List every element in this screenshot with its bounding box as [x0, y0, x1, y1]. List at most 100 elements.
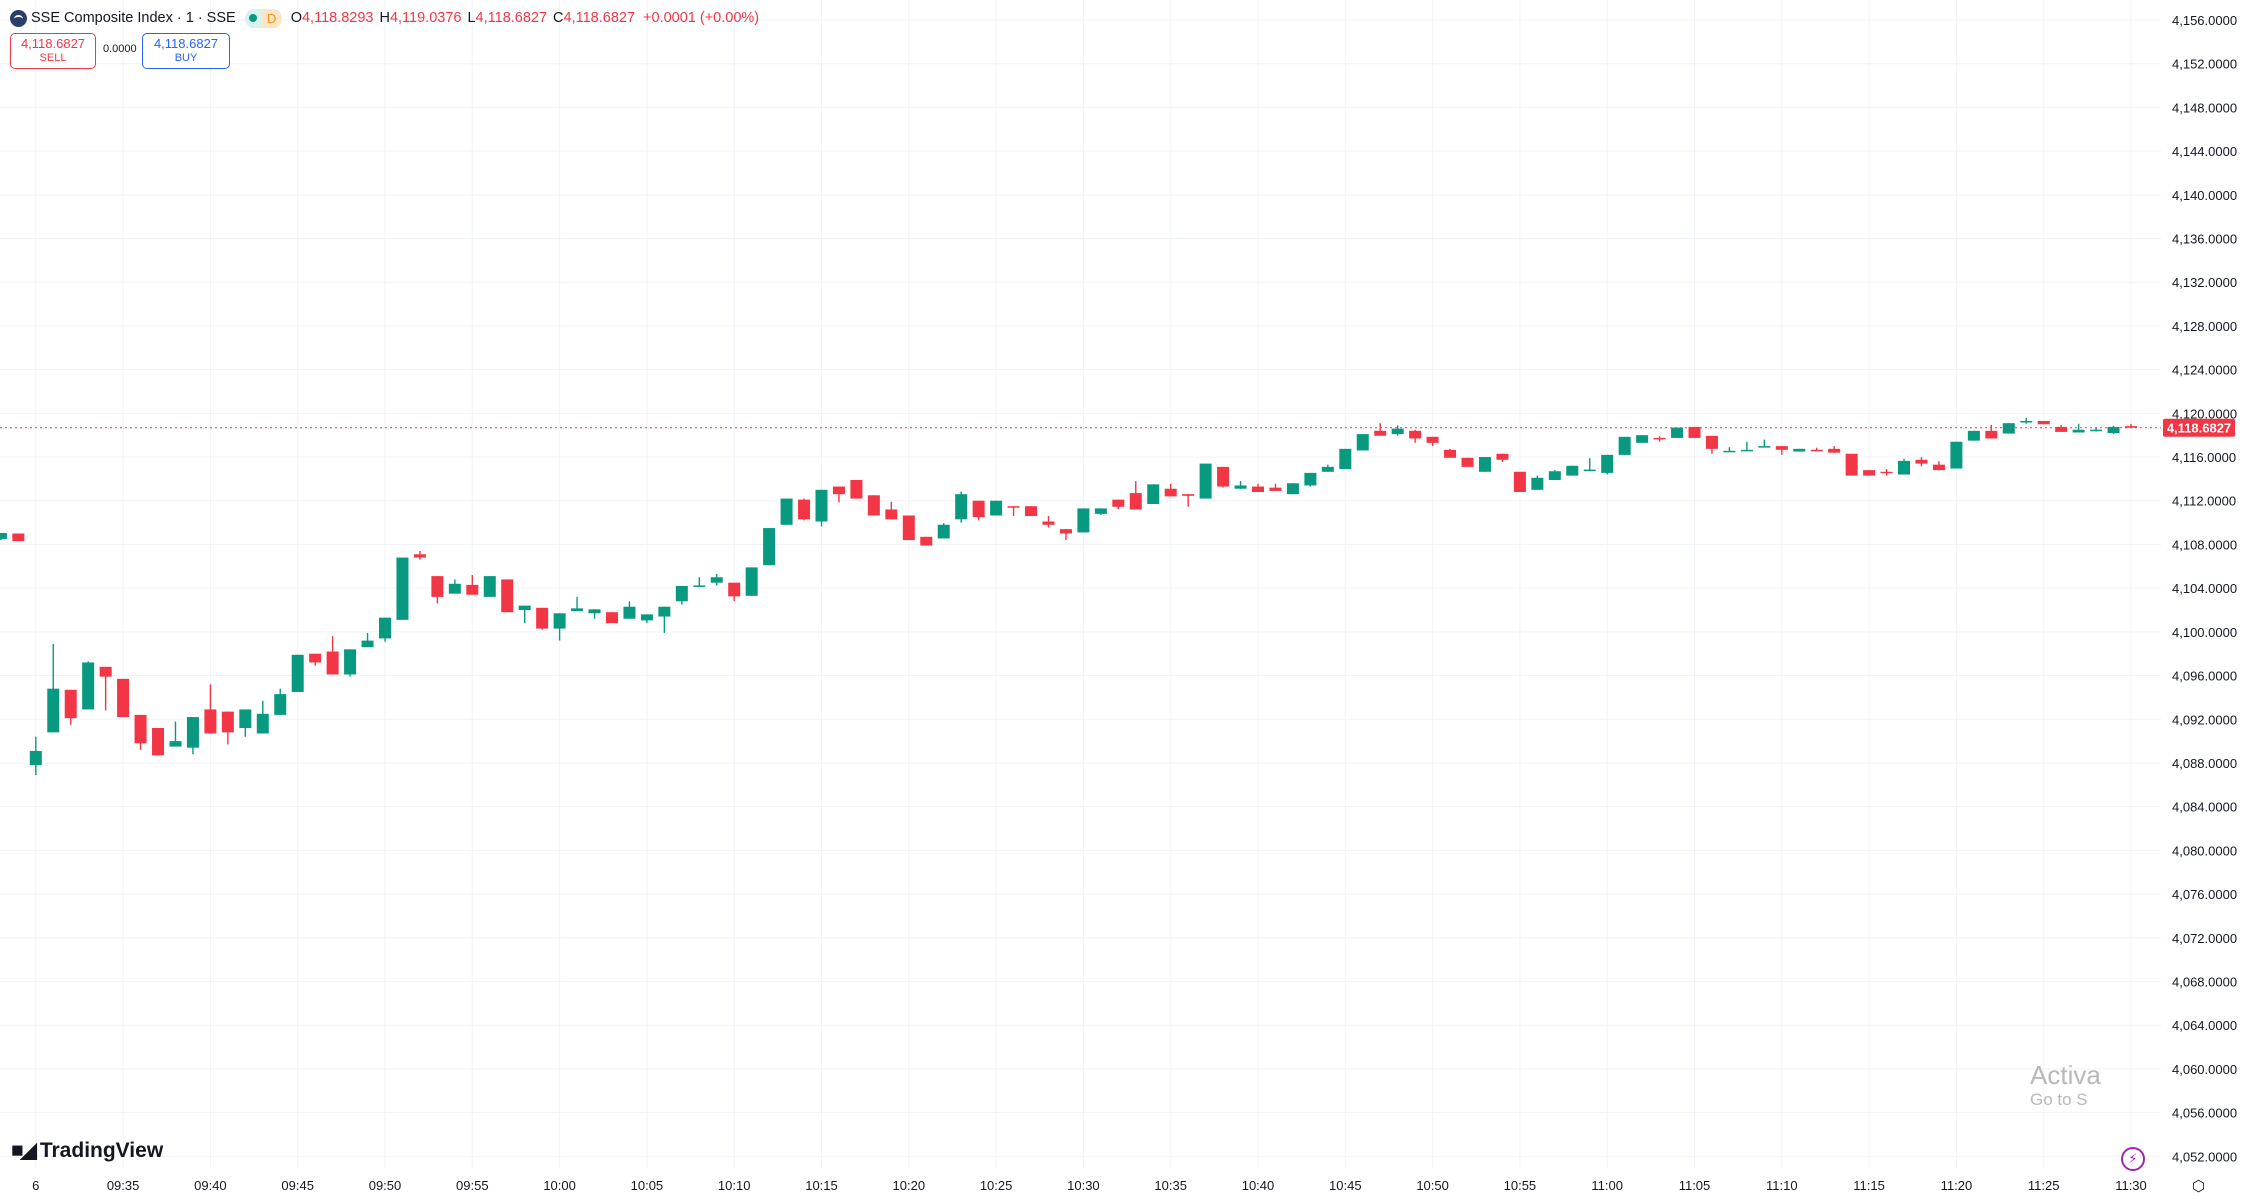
candle-body-up: [955, 494, 968, 520]
close-value: 4,118.6827: [563, 10, 636, 26]
time-axis-label: 11:20: [1941, 1178, 1973, 1193]
candle-body-down: [1025, 506, 1038, 517]
candle-body-up: [763, 528, 776, 566]
buy-price: 4,118.6827: [153, 36, 219, 51]
time-axis-label: 11:30: [2115, 1178, 2147, 1193]
sse-logo-icon: [10, 9, 27, 27]
lightning-icon[interactable]: ⚡︎: [2121, 1147, 2145, 1171]
close-label: C: [553, 10, 564, 26]
candle-body-down: [1217, 466, 1230, 487]
candle-body-up: [518, 605, 531, 611]
candle-body-down: [885, 509, 898, 520]
candle-body-down: [2125, 426, 2137, 428]
price-axis-label: 4,064.0000: [2172, 1018, 2237, 1033]
time-axis-label: 10:10: [718, 1178, 751, 1193]
settings-hexagon-icon[interactable]: ⬡: [2192, 1178, 2206, 1195]
price-axis-label: 4,124.0000: [2172, 363, 2237, 378]
market-status-badge[interactable]: D: [244, 8, 282, 28]
time-axis-label: 11:25: [2028, 1178, 2060, 1193]
candle-body-down: [1059, 529, 1072, 534]
candle-body-down: [1863, 470, 1876, 476]
price-axis-label: 4,120.0000: [2172, 406, 2237, 421]
time-axis-label: 10:50: [1416, 1178, 1449, 1193]
price-axis-label: 4,116.0000: [2172, 450, 2236, 465]
candle-body-up: [82, 662, 95, 710]
candle-body-down: [1007, 506, 1020, 508]
candle-body-down: [728, 582, 741, 597]
price-axis-label: 4,156.0000: [2172, 13, 2237, 28]
candle-body-up: [29, 750, 42, 766]
candle-body-down: [1688, 426, 1701, 438]
candle-body-up: [1321, 466, 1334, 472]
price-axis-label: 4,132.0000: [2172, 275, 2237, 290]
candle-body-down: [1374, 430, 1387, 436]
candle-body-down: [536, 607, 549, 629]
candle-body-up: [623, 606, 636, 619]
buy-button[interactable]: 4,118.6827 BUY: [142, 33, 230, 69]
candle-body-up: [344, 649, 357, 675]
price-axis-label: 4,128.0000: [2172, 319, 2237, 334]
price-axis-label: 4,100.0000: [2172, 625, 2237, 640]
candle-body-down: [2037, 420, 2050, 425]
candle-body-up: [274, 694, 287, 715]
candle-body-up: [1898, 460, 1911, 475]
candle-body-up: [1531, 477, 1544, 490]
candle-body-up: [169, 741, 182, 747]
candle-body-down: [1164, 488, 1177, 497]
candle-body-up: [1671, 427, 1684, 438]
candle-body-down: [152, 728, 165, 756]
price-axis-label: 4,148.0000: [2172, 100, 2237, 115]
tradingview-logo[interactable]: ■◢ TradingView: [11, 1138, 163, 1163]
candle-body-up: [1636, 435, 1649, 443]
candle-body-down: [12, 533, 25, 542]
candle-body-down: [1444, 449, 1457, 458]
time-axis-label: 10:25: [980, 1178, 1013, 1193]
candle-body-up: [640, 614, 653, 621]
price-axis-label: 4,072.0000: [2172, 931, 2237, 946]
candle-body-up: [0, 532, 7, 539]
time-axis-label: 10:20: [893, 1178, 926, 1193]
candle-body-up: [780, 498, 793, 525]
candle-body-down: [221, 711, 234, 733]
candle-body-up: [1723, 450, 1736, 453]
candle-body-up: [2090, 429, 2103, 432]
time-axis-label: 09:45: [281, 1178, 314, 1193]
candle-body-up: [1601, 454, 1614, 473]
windows-activation-watermark: Activa Go to S: [2030, 1060, 2101, 1110]
candle-body-up: [483, 576, 496, 597]
price-axis-label: 4,084.0000: [2172, 800, 2237, 815]
low-value: 4,118.6827: [475, 10, 548, 26]
candle-body-up: [693, 585, 706, 587]
symbol-title[interactable]: SSE Composite Index · 1 · SSE: [31, 10, 236, 26]
candle-body-up: [990, 500, 1003, 516]
candle-body-up: [1356, 434, 1369, 451]
candle-body-down: [867, 495, 880, 516]
candle-body-down: [920, 536, 933, 546]
candle-body-up: [1548, 471, 1561, 480]
price-axis-label: 4,092.0000: [2172, 712, 2237, 727]
candle-body-up: [396, 557, 409, 620]
candle-body-down: [798, 499, 811, 520]
candle-body-down: [1461, 457, 1474, 467]
price-axis-label: 4,096.0000: [2172, 669, 2237, 684]
candle-body-up: [1234, 485, 1247, 489]
candle-body-up: [658, 606, 671, 617]
change-value: +0.0001 (+0.00%): [643, 10, 760, 26]
spread-value: 0.0000: [103, 43, 137, 55]
time-axis-label: 10:00: [543, 1178, 576, 1193]
candle-body-down: [1409, 430, 1422, 439]
candle-body-down: [832, 486, 845, 495]
last-price-badge: [2163, 418, 2235, 437]
candle-body-down: [1828, 448, 1841, 453]
price-axis-label: 4,088.0000: [2172, 756, 2237, 771]
sell-label: SELL: [39, 52, 67, 64]
sell-button[interactable]: 4,118.6827 SELL: [10, 33, 96, 69]
candle-body-up: [291, 654, 304, 692]
candle-body-up: [361, 640, 374, 648]
candle-body-up: [1304, 472, 1317, 486]
price-axis-label: 4,108.0000: [2172, 537, 2237, 552]
candle-body-up: [186, 717, 199, 748]
candle-body-up: [1950, 441, 1963, 469]
candle-body-down: [1513, 471, 1526, 493]
